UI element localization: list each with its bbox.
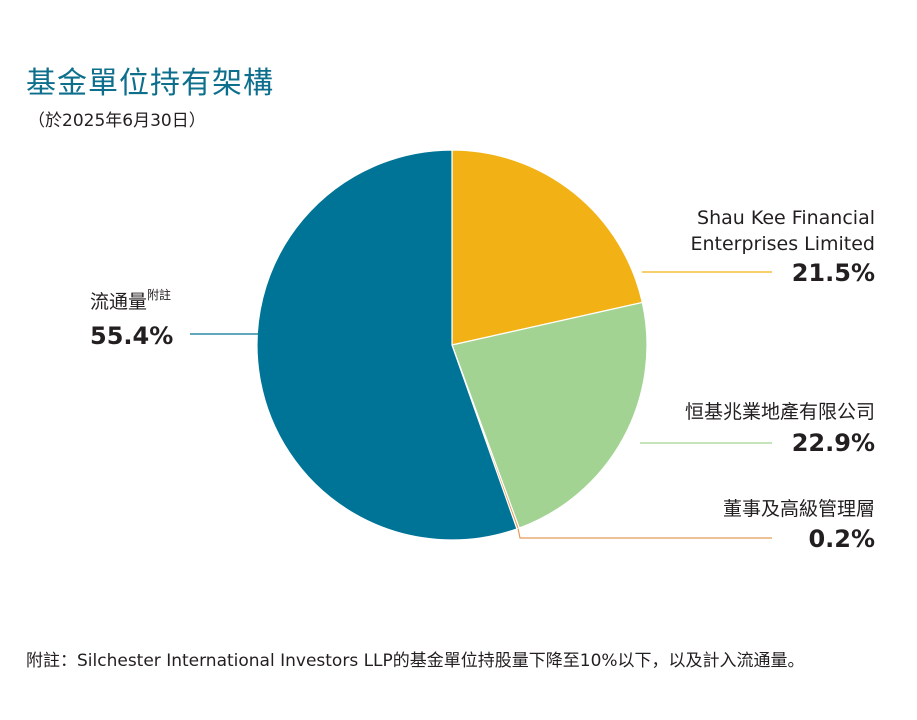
- slice-value-label: 22.9%: [792, 429, 875, 457]
- footnote: 附註：Silchester International Investors LL…: [26, 651, 805, 671]
- chart-subtitle: （於2025年6月30日）: [28, 111, 206, 131]
- pie-slice: [256, 149, 518, 541]
- slice-value-label: 21.5%: [792, 259, 875, 287]
- footnote-marker: 附註: [147, 288, 171, 302]
- pie-slice: [451, 301, 648, 529]
- pie-slice: [451, 149, 644, 346]
- leader-line: [517, 528, 772, 539]
- slice-label: 流通量附註: [90, 288, 171, 313]
- slice-value-label: 0.2%: [808, 525, 875, 553]
- slice-label: Enterprises Limited: [690, 233, 875, 255]
- slice-label: 恒基兆業地產有限公司: [685, 401, 875, 423]
- slice-value-label: 55.4%: [90, 322, 173, 350]
- slice-label: Shau Kee Financial: [697, 207, 875, 229]
- chart-title: 基金單位持有架構: [26, 66, 274, 101]
- slice-label: 董事及高級管理層: [723, 498, 875, 520]
